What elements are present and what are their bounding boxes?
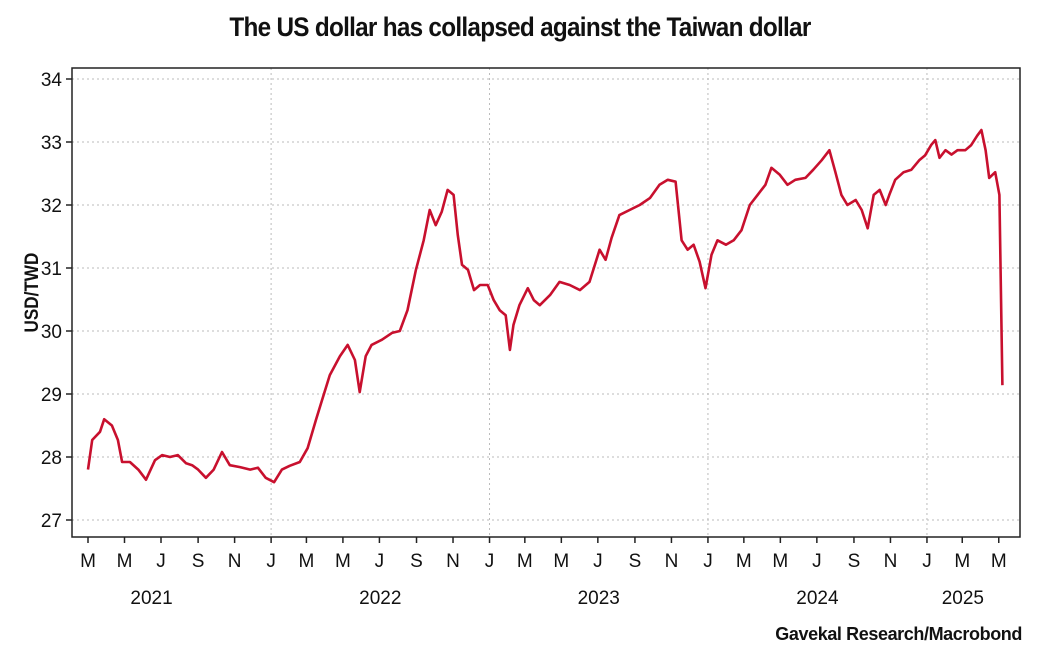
x-tick-label: J: [812, 551, 822, 572]
y-tick-label: 31: [41, 259, 62, 280]
x-tick-label: J: [922, 551, 932, 572]
x-tick-label: S: [192, 551, 205, 572]
x-tick-label: N: [446, 551, 460, 572]
usd-twd-line: [86, 128, 1004, 484]
x-tick-label: M: [117, 551, 133, 572]
x-tick-label: S: [410, 551, 423, 572]
x-year-label: 2023: [578, 588, 620, 609]
y-tick-label: 32: [41, 196, 62, 217]
y-tick-label: 34: [41, 70, 63, 91]
x-tick-label: S: [848, 551, 861, 572]
x-tick-label: J: [485, 551, 495, 572]
x-tick-label: M: [991, 551, 1007, 572]
x-year-label: 2024: [796, 588, 839, 609]
y-tick-label: 33: [41, 133, 62, 154]
x-tick-label: J: [266, 551, 276, 572]
x-tick-label: J: [593, 551, 603, 572]
x-year-label: 2025: [942, 588, 984, 609]
chart-title: The US dollar has collapsed against the …: [229, 12, 811, 42]
x-year-label: 2021: [130, 588, 172, 609]
y-tick-label: 28: [41, 448, 62, 469]
x-tick-label: N: [228, 551, 242, 572]
y-tick-label: 30: [41, 322, 62, 343]
x-year-label: 2022: [359, 588, 401, 609]
plot-frame: [71, 67, 1021, 538]
source-credit: Gavekal Research/Macrobond: [775, 624, 1022, 644]
x-tick-label: N: [884, 551, 898, 572]
x-tick-label: M: [80, 551, 96, 572]
x-tick-label: S: [629, 551, 642, 572]
x-tick-label: M: [954, 551, 970, 572]
x-tick-label: J: [703, 551, 713, 572]
x-tick-label: N: [665, 551, 679, 572]
y-tick-label: 29: [41, 385, 62, 406]
x-tick-label: M: [517, 551, 533, 572]
x-tick-label: M: [335, 551, 351, 572]
x-tick-label: J: [156, 551, 166, 572]
x-tick-label: M: [299, 551, 315, 572]
x-tick-label: M: [553, 551, 569, 572]
x-tick-label: M: [736, 551, 752, 572]
x-tick-label: J: [375, 551, 385, 572]
x-tick-label: M: [772, 551, 788, 572]
y-tick-label: 27: [41, 511, 62, 532]
